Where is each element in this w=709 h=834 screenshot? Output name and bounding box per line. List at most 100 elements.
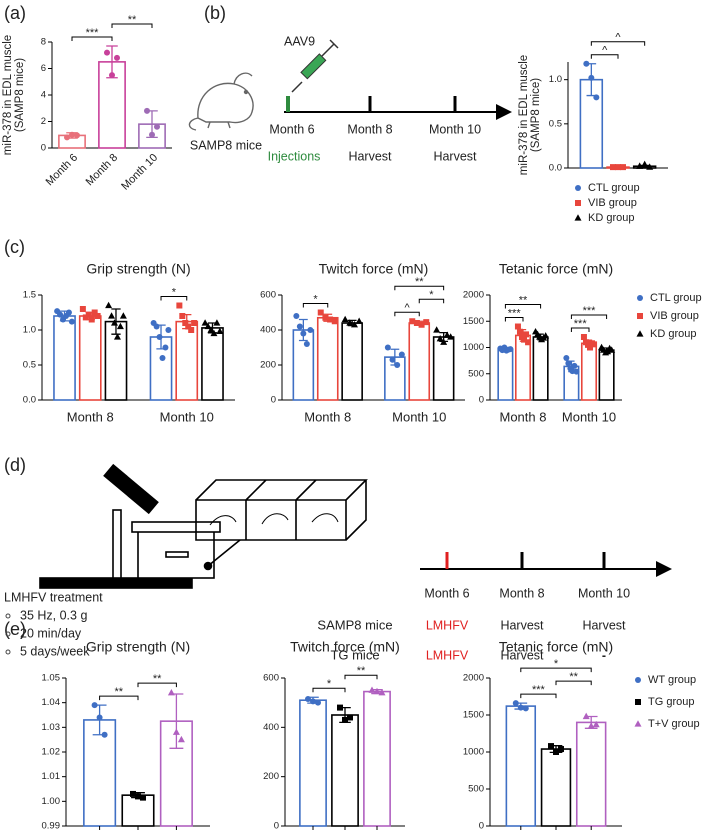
data-point [154, 123, 160, 130]
significance-label: * [172, 286, 177, 298]
significance-bracket [394, 285, 445, 291]
data-point [588, 74, 595, 81]
data-point [331, 318, 338, 325]
data-point [135, 793, 141, 800]
data-point [592, 720, 600, 728]
y-tick-label: 2000 [463, 673, 484, 684]
event-label: LMHFV [426, 618, 469, 632]
y-axis-label: miR-378 in EDL muscle [2, 35, 14, 155]
y-tick-label: 1.5 [23, 290, 36, 301]
data-point [315, 699, 321, 706]
significance-label: *** [574, 318, 588, 330]
significance-label: * [327, 678, 332, 690]
data-point [413, 320, 420, 326]
significance-bracket [394, 311, 420, 317]
y-tick-label: 1500 [463, 710, 484, 721]
data-point [384, 344, 391, 351]
data-point [64, 134, 70, 141]
data-point [109, 72, 115, 79]
data-point [207, 326, 215, 333]
event-label: Harvest [500, 618, 544, 632]
subject-label: SAMP8 mice [190, 138, 262, 152]
data-point [156, 334, 163, 340]
y-tick-label: 6 [41, 63, 46, 74]
significance-bracket [590, 41, 646, 46]
data-point [101, 731, 108, 738]
y-tick-label: 1000 [463, 342, 484, 353]
y-tick-label: 0.5 [549, 118, 562, 129]
row-label: SAMP8 mice [317, 617, 392, 632]
data-point [525, 339, 532, 346]
data-point [522, 705, 529, 712]
data-point [389, 356, 396, 363]
data-point [433, 326, 441, 333]
data-point [582, 712, 590, 720]
legend-label: KD group [588, 212, 634, 224]
bullet [5, 649, 11, 655]
data-point [79, 306, 86, 312]
bar [598, 349, 615, 401]
data-point [96, 714, 103, 721]
y-tick-label: 1.03 [42, 722, 61, 733]
significance-bracket [520, 693, 557, 699]
significance-bracket [344, 674, 378, 680]
timeline-arrow [656, 561, 672, 577]
y-tick-label: 0.0 [23, 395, 36, 406]
y-tick-label: 1.0 [23, 325, 36, 336]
bar [497, 348, 514, 401]
data-point [153, 323, 160, 330]
data-point [162, 344, 169, 351]
legend-label: WT group [648, 674, 696, 686]
y-tick-label: 0.99 [42, 821, 61, 832]
data-point [573, 368, 580, 375]
data-point [587, 344, 594, 351]
data-point [409, 318, 416, 325]
bar [540, 748, 572, 827]
bar [408, 322, 431, 401]
y-tick-label: 0 [479, 821, 484, 832]
data-point [179, 313, 186, 319]
panel-label: (d) [4, 455, 26, 475]
data-point [105, 301, 113, 309]
data-point [347, 714, 353, 721]
bar [432, 336, 455, 401]
data-point [69, 131, 75, 138]
data-point [144, 107, 150, 114]
significance-label: ** [519, 294, 528, 306]
data-point [111, 319, 119, 326]
data-point [636, 330, 644, 337]
y-tick-label: 2 [41, 116, 46, 127]
bar [331, 714, 359, 827]
y-tick-label: 200 [263, 771, 279, 782]
setting: 35 Hz, 0.3 g [20, 608, 87, 622]
legend-label: KD group [650, 328, 696, 340]
data-point [177, 735, 185, 743]
timeline-label: Month 10 [578, 586, 630, 600]
event-label: - [602, 648, 606, 662]
y-tick-label: 1.01 [42, 771, 61, 782]
bar [83, 719, 117, 827]
data-point [300, 330, 307, 337]
data-point [512, 700, 519, 707]
bar [316, 316, 339, 401]
event-label: Harvest [582, 618, 626, 632]
data-point [341, 315, 349, 323]
x-tick-label: Month 8 [67, 409, 114, 424]
data-point [574, 214, 582, 221]
data-point [322, 314, 329, 321]
data-point [583, 60, 590, 67]
bar [363, 690, 391, 827]
data-point [176, 302, 183, 309]
error-bar [298, 318, 308, 342]
x-tick-label: Month 10 [119, 152, 160, 193]
bar [175, 320, 199, 401]
data-point [637, 313, 643, 319]
mouse-icon [188, 72, 254, 131]
bar [575, 721, 607, 827]
data-point [443, 331, 451, 338]
data-point [447, 333, 455, 340]
x-tick-label: Month 6 [44, 152, 81, 189]
y-tick-label: 1.05 [42, 673, 61, 684]
y-tick-label: 0.5 [23, 360, 36, 371]
